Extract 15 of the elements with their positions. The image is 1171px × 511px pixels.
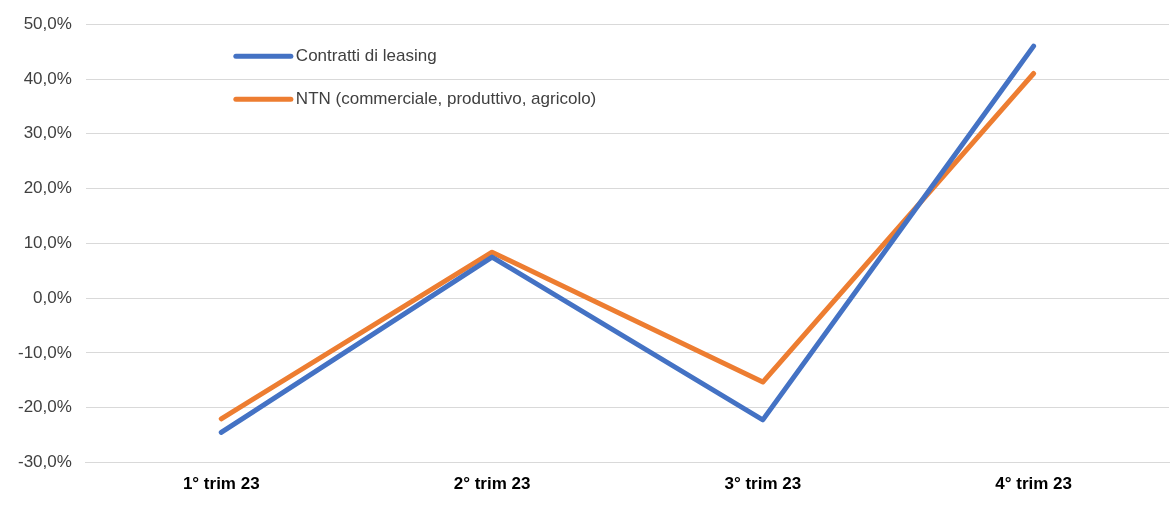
y-tick-label: -10,0% xyxy=(17,342,72,362)
y-tick-label: 20,0% xyxy=(23,178,72,198)
y-tick-label: 0,0% xyxy=(33,287,72,307)
y-tick-label: 10,0% xyxy=(23,233,72,253)
x-tick-label: 4° trim 23 xyxy=(995,474,1072,494)
y-tick-label: -20,0% xyxy=(17,397,72,417)
legend-label: Contratti di leasing xyxy=(295,45,437,65)
x-tick-label: 2° trim 23 xyxy=(453,474,531,494)
y-tick-label: 30,0% xyxy=(23,123,72,143)
x-tick-label: 3° trim 23 xyxy=(724,474,802,494)
y-tick-label: -30,0% xyxy=(17,452,72,472)
y-tick-label: 40,0% xyxy=(23,68,72,88)
x-tick-label: 1° trim 23 xyxy=(182,474,260,494)
y-tick-label: 50,0% xyxy=(23,13,72,33)
legend-label: NTN (commerciale, produttivo, agricolo) xyxy=(295,88,597,108)
